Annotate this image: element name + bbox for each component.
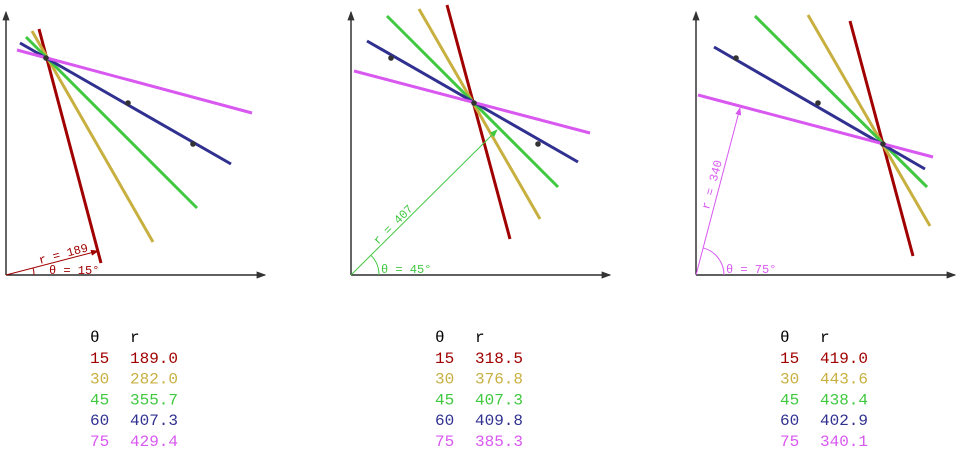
theta-label-panel-1: θ = 15°	[49, 264, 99, 278]
edge-point	[815, 100, 821, 106]
table-cell-theta: 75	[780, 433, 799, 450]
table-header: r	[820, 329, 830, 347]
table-cell-r: 409.8	[475, 412, 523, 430]
hough-line-theta-15	[37, 28, 103, 264]
table-cell-theta: 60	[780, 412, 799, 430]
hough-line-theta-15	[848, 20, 915, 257]
table-cell-theta: 45	[435, 391, 454, 409]
table-panel-2: θ r 15 318.5 30 376.8 45 407.3 60 409.8 75 385.3	[435, 329, 523, 450]
table-cell-r: 429.4	[130, 433, 178, 450]
edge-point	[190, 141, 196, 147]
panel-1	[2, 10, 267, 279]
hough-line-theta-45	[24, 35, 199, 210]
table-cell-theta: 60	[435, 412, 454, 430]
table-cell-theta: 30	[435, 371, 454, 389]
r-arrow	[350, 129, 498, 276]
table-cell-theta: 60	[90, 412, 109, 430]
table-cell-r: 189.0	[130, 350, 178, 368]
table-cell-theta: 15	[780, 350, 799, 368]
edge-point	[535, 141, 541, 147]
theta-arc	[703, 247, 725, 276]
hough-line-theta-30	[417, 8, 542, 220]
theta-arc	[32, 267, 35, 276]
table-cell-theta: 15	[90, 350, 109, 368]
table-cell-r: 438.4	[820, 391, 868, 409]
hough-line-theta-30	[30, 30, 155, 243]
theta-label-panel-3: θ = 75°	[726, 263, 776, 277]
panel-2	[347, 4, 612, 279]
hough-line-theta-75	[697, 93, 934, 159]
edge-point	[43, 55, 49, 61]
edge-point	[125, 100, 131, 106]
theta-arc	[370, 254, 380, 276]
hough-line-theta-75	[16, 48, 253, 115]
edge-point	[388, 55, 394, 61]
table-cell-r: 340.1	[820, 433, 868, 450]
hough-line-theta-15	[445, 4, 512, 240]
edge-point	[880, 141, 886, 147]
table-cell-r: 407.3	[475, 391, 523, 409]
table-cell-r: 385.3	[475, 433, 523, 450]
table-cell-r: 443.6	[820, 371, 868, 389]
table-panel-1: θ r 15 189.0 30 282.0 45 355.7 60 407.3 75 429.4	[90, 329, 178, 450]
hough-line-theta-60	[713, 45, 926, 171]
table-cell-r: 318.5	[475, 350, 523, 368]
panel-3	[692, 10, 957, 279]
table-cell-r: 355.7	[130, 391, 178, 409]
edge-point	[471, 100, 477, 106]
table-cell-theta: 45	[90, 391, 109, 409]
table-cell-r: 376.8	[475, 371, 523, 389]
table-header: θ	[435, 329, 445, 347]
table-cell-r: 407.3	[130, 412, 178, 430]
r-arrow	[5, 249, 99, 276]
hough-line-theta-45	[753, 14, 929, 189]
edge-point	[733, 55, 739, 61]
r-label-panel-2: r = 407	[371, 202, 417, 248]
table-cell-r: 419.0	[820, 350, 868, 368]
r-arrow	[695, 107, 742, 276]
table-cell-r: 402.9	[820, 412, 868, 430]
theta-label-panel-2: θ = 45°	[381, 263, 431, 277]
r-label-panel-3: r = 340	[699, 159, 726, 211]
table-cell-r: 282.0	[130, 371, 178, 389]
table-header: r	[475, 329, 485, 347]
table-cell-theta: 45	[780, 391, 799, 409]
table-cell-theta: 75	[435, 433, 454, 450]
table-cell-theta: 30	[780, 371, 799, 389]
table-header: θ	[90, 329, 100, 347]
table-cell-theta: 15	[435, 350, 454, 368]
table-cell-theta: 75	[90, 433, 109, 450]
table-cell-theta: 30	[90, 371, 109, 389]
table-header: θ	[780, 329, 790, 347]
table-header: r	[130, 329, 140, 347]
table-panel-3: θ r 15 419.0 30 443.6 45 438.4 60 402.9 75 340.1	[780, 329, 868, 450]
hough-line-theta-30	[806, 14, 932, 227]
